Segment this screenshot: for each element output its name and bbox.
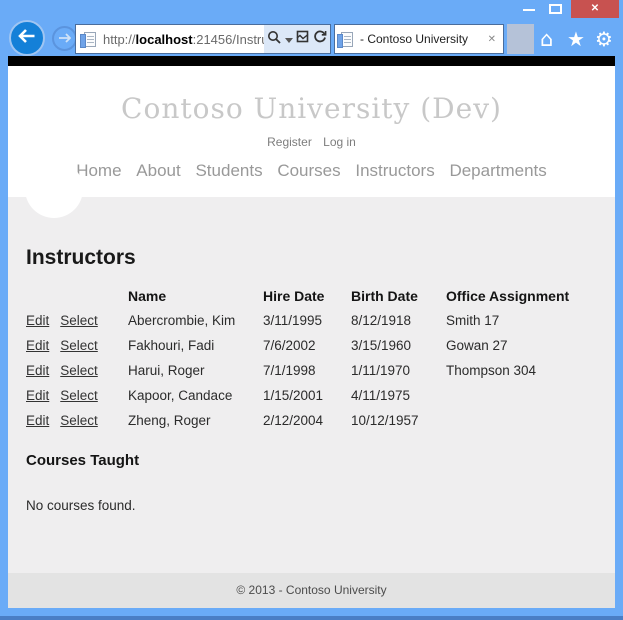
cell-name: Abercrombie, Kim	[128, 313, 236, 328]
login-link[interactable]: Log in	[323, 135, 356, 149]
forward-arrow-icon	[58, 30, 72, 48]
home-icon[interactable]: ⌂	[540, 27, 554, 51]
edit-link[interactable]: Edit	[26, 388, 50, 403]
nav-item-home[interactable]: Home	[76, 161, 122, 180]
row-actions: Edit Select	[26, 408, 128, 433]
row-actions: Edit Select	[26, 358, 128, 383]
minimize-icon[interactable]	[523, 9, 535, 11]
cell-office	[446, 408, 611, 433]
table-row: Edit Select Zheng, Roger 2/12/2004 10/12/…	[26, 408, 611, 433]
browser-tab[interactable]: - Contoso University ✕	[334, 24, 504, 54]
instructors-table: Name Hire Date Birth Date Office Assignm…	[26, 284, 611, 433]
edit-link[interactable]: Edit	[26, 413, 50, 428]
table-row: Edit Select Kapoor, Candace 1/15/2001 4/1…	[26, 383, 611, 408]
cell-hire-date: 2/12/2004	[263, 413, 324, 428]
cell-hire-date: 7/1/1998	[263, 363, 316, 378]
table-row: Edit Select Abercrombie, Kim 3/11/1995 8/…	[26, 308, 611, 333]
url-path: :21456/Instruc	[192, 31, 264, 47]
refresh-icon[interactable]	[313, 30, 327, 49]
main-nav: Home About Students Courses Instructors …	[8, 161, 615, 181]
site-footer: © 2013 - Contoso University	[8, 573, 615, 608]
row-actions: Edit Select	[26, 333, 128, 358]
back-button[interactable]	[9, 20, 45, 56]
birth-date-column-header: Birth Date	[351, 288, 418, 304]
actions-column-header	[26, 284, 128, 308]
new-tab-button[interactable]	[507, 24, 534, 54]
row-actions: Edit Select	[26, 383, 128, 408]
site-title: Contoso University (Dev)	[121, 92, 502, 125]
nav-item-departments[interactable]: Departments	[449, 161, 547, 180]
hire-date-column-header: Hire Date	[263, 288, 325, 304]
row-actions: Edit Select	[26, 308, 128, 333]
table-header-row: Name Hire Date Birth Date Office Assignm…	[26, 284, 611, 308]
page-favicon-icon	[80, 31, 96, 48]
url-host: localhost	[135, 31, 193, 47]
select-link[interactable]: Select	[60, 313, 98, 328]
decorative-circle	[25, 160, 83, 218]
url-input[interactable]: http://localhost:21456/Instruc	[103, 32, 264, 47]
nav-item-instructors[interactable]: Instructors	[355, 161, 435, 180]
auth-links: Register Log in	[8, 135, 615, 149]
cell-office: Smith 17	[446, 313, 500, 328]
edit-link[interactable]: Edit	[26, 363, 50, 378]
window-bottom-edge	[0, 616, 623, 620]
address-bar-actions	[264, 25, 330, 53]
cell-office: Gowan 27	[446, 338, 508, 353]
select-link[interactable]: Select	[60, 388, 98, 403]
select-link[interactable]: Select	[60, 338, 98, 353]
cell-name: Kapoor, Candace	[128, 388, 233, 403]
site-header: Contoso University (Dev) Register Log in…	[8, 66, 615, 197]
cell-name: Zheng, Roger	[128, 413, 211, 428]
nav-item-students[interactable]: Students	[195, 161, 263, 180]
page-body: Instructors Name Hire Date Birth Date Of…	[8, 160, 615, 573]
settings-gear-icon[interactable]: ⚙	[595, 27, 613, 51]
titlebar[interactable]: ✕	[0, 0, 623, 18]
forward-button[interactable]	[52, 26, 77, 51]
cell-birth-date: 4/11/1975	[351, 388, 411, 403]
cell-office: Thompson 304	[446, 363, 537, 378]
cell-birth-date: 10/12/1957	[351, 413, 419, 428]
edit-link[interactable]: Edit	[26, 338, 50, 353]
compatibility-view-icon[interactable]	[296, 30, 309, 48]
cell-name: Harui, Roger	[128, 363, 205, 378]
cell-hire-date: 1/15/2001	[263, 388, 324, 403]
nav-item-courses[interactable]: Courses	[277, 161, 341, 180]
cell-hire-date: 7/6/2002	[263, 338, 316, 353]
favorites-star-icon[interactable]: ★	[567, 27, 585, 51]
close-window-button[interactable]: ✕	[571, 0, 619, 18]
select-link[interactable]: Select	[60, 363, 98, 378]
cell-hire-date: 3/11/1995	[263, 313, 323, 328]
office-column-header: Office Assignment	[446, 288, 570, 304]
edit-link[interactable]: Edit	[26, 313, 50, 328]
cell-birth-date: 8/12/1918	[351, 313, 412, 328]
back-arrow-icon	[18, 28, 36, 48]
table-row: Edit Select Fakhouri, Fadi 7/6/2002 3/15/…	[26, 333, 611, 358]
select-link[interactable]: Select	[60, 413, 98, 428]
no-courses-message: No courses found.	[26, 498, 136, 513]
page-title: Instructors	[26, 246, 136, 269]
cell-birth-date: 3/15/1960	[351, 338, 412, 353]
search-icon[interactable]	[267, 30, 282, 49]
page-content: Contoso University (Dev) Register Log in…	[8, 66, 615, 608]
courses-taught-heading: Courses Taught	[26, 452, 140, 469]
name-column-header: Name	[128, 288, 167, 304]
close-tab-icon[interactable]: ✕	[487, 33, 496, 45]
table-row: Edit Select Harui, Roger 7/1/1998 1/11/19…	[26, 358, 611, 383]
nav-item-about[interactable]: About	[136, 161, 181, 180]
page-top-bar	[8, 56, 615, 66]
cell-office	[446, 383, 611, 408]
address-bar[interactable]: http://localhost:21456/Instruc	[75, 24, 331, 54]
cell-birth-date: 1/11/1970	[351, 363, 411, 378]
tab-favicon-icon	[337, 31, 353, 48]
cell-name: Fakhouri, Fadi	[128, 338, 215, 353]
maximize-icon[interactable]	[549, 4, 562, 14]
register-link[interactable]: Register	[267, 135, 312, 149]
chevron-down-icon[interactable]	[284, 30, 293, 48]
url-protocol: http://	[103, 31, 136, 47]
tab-title: - Contoso University	[360, 32, 469, 46]
